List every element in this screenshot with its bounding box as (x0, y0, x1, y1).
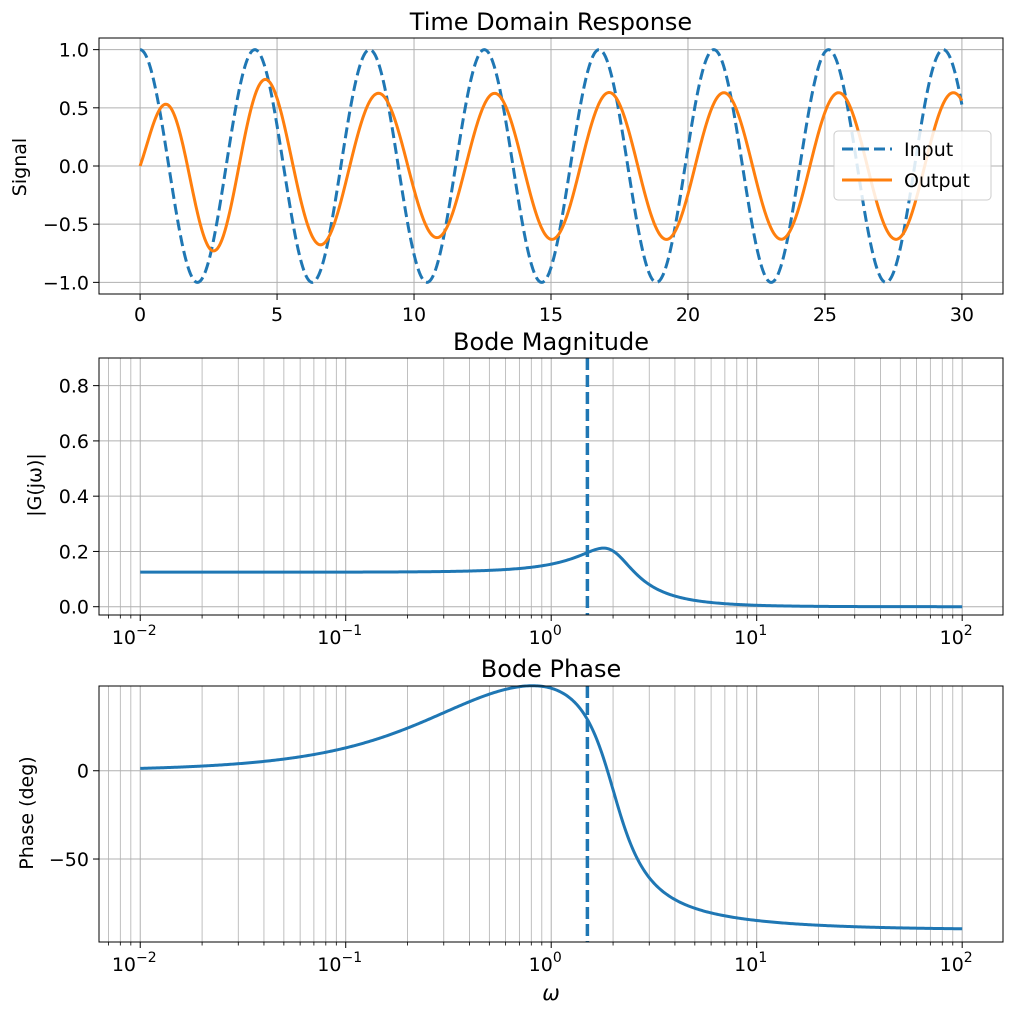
bode-phase-title: Bode Phase (481, 655, 621, 683)
bode-magnitude-panel: Bode Magnitude |G(jω)| 10−2 10−1 100 101 102… (24, 328, 1004, 649)
time-domain-x-tick-label: 15 (539, 304, 563, 326)
bode-phase-y-tick-label: −50 (49, 849, 89, 871)
time-domain-y-tick-label: 0.0 (59, 156, 89, 178)
time-domain-ticks: 0 5 10 15 20 25 30 −1.0 −0.5 0.0 0.5 1.0 (43, 40, 974, 326)
bode-magnitude-x-tick-label: 101 (734, 623, 767, 649)
legend-output-label: Output (904, 170, 970, 192)
bode-magnitude-y-tick-label: 0.8 (59, 376, 89, 398)
bode-phase-ticks: 10−2 10−1 100 101 102 −50 0 (49, 761, 973, 976)
output-series-line (138, 77, 964, 253)
bode-phase-x-tick-label: 100 (529, 950, 562, 976)
bode-magnitude-x-tick-label: 100 (529, 623, 562, 649)
bode-magnitude-y-tick-label: 0.4 (59, 486, 89, 508)
input-series-line (139, 48, 964, 284)
time-domain-x-tick-label: 0 (134, 304, 146, 326)
legend: Input Output (833, 130, 992, 201)
bode-phase-lines (140, 684, 963, 942)
bode-phase-x-tick-label: 102 (940, 950, 973, 976)
bode-phase-grid (99, 686, 1003, 942)
bode-magnitude-y-tick-label: 0.6 (59, 431, 89, 453)
time-domain-y-tick-label: 1.0 (59, 40, 89, 62)
time-domain-x-tick-label: 25 (813, 304, 837, 326)
time-domain-x-tick-label: 10 (402, 304, 426, 326)
bode-magnitude-y-tick-label: 0.2 (59, 541, 89, 563)
bode-magnitude-grid (99, 358, 1003, 615)
bode-magnitude-x-tick-label: 10−1 (317, 623, 362, 649)
bode-magnitude-x-tick-label: 10−2 (112, 623, 157, 649)
time-domain-x-tick-label: 5 (271, 304, 283, 326)
bode-magnitude-title: Bode Magnitude (453, 328, 649, 356)
bode-phase-panel: Bode Phase Phase (deg) ω 10−2 10−1 100 101 1… (16, 655, 1004, 1005)
time-domain-y-tick-label: −1.0 (43, 272, 89, 294)
time-domain-lines (138, 48, 964, 284)
time-domain-panel: Time Domain Response Signal 0 5 10 15 20 25 30… (9, 8, 1004, 326)
bode-magnitude-lines (140, 358, 963, 615)
time-domain-y-tick-label: −0.5 (43, 214, 89, 236)
legend-box (833, 130, 992, 201)
legend-input-label: Input (904, 139, 953, 161)
bode-phase-y-axis-label: Phase (deg) (16, 756, 38, 869)
bode-phase-y-tick-label: 0 (77, 761, 89, 783)
time-domain-title: Time Domain Response (409, 8, 692, 36)
time-domain-x-tick-label: 20 (676, 304, 700, 326)
bode-magnitude-x-tick-label: 102 (940, 623, 973, 649)
bode-magnitude-ticks: 10−2 10−1 100 101 102 0.0 0.2 0.4 0.6 0.8 (59, 376, 973, 649)
bode-phase-x-tick-label: 10−2 (112, 950, 157, 976)
time-domain-y-axis-label: Signal (9, 138, 31, 196)
bode-magnitude-y-tick-label: 0.0 (59, 597, 89, 619)
phase-series-line (140, 684, 963, 931)
time-domain-x-tick-label: 30 (950, 304, 974, 326)
magnitude-series-line (140, 546, 963, 609)
bode-phase-x-tick-label: 10−1 (317, 950, 362, 976)
bode-phase-x-tick-label: 101 (734, 950, 767, 976)
time-domain-y-tick-label: 0.5 (59, 98, 89, 120)
bode-phase-x-axis-label: ω (542, 981, 560, 1005)
bode-magnitude-y-axis-label: |G(jω)| (24, 453, 46, 517)
